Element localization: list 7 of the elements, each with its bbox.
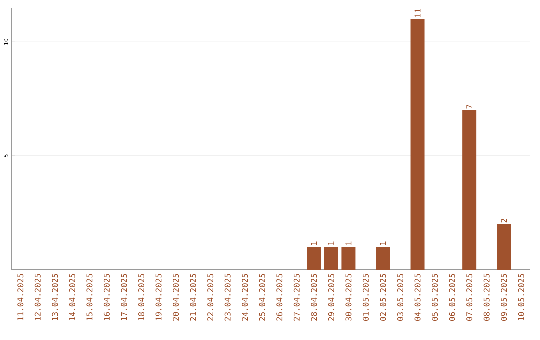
bar: [462, 110, 477, 270]
bar: [342, 247, 356, 270]
bar: [307, 247, 322, 270]
bar: [376, 247, 390, 270]
bar: [497, 224, 512, 270]
bar: [410, 19, 425, 270]
bar: [324, 247, 338, 270]
